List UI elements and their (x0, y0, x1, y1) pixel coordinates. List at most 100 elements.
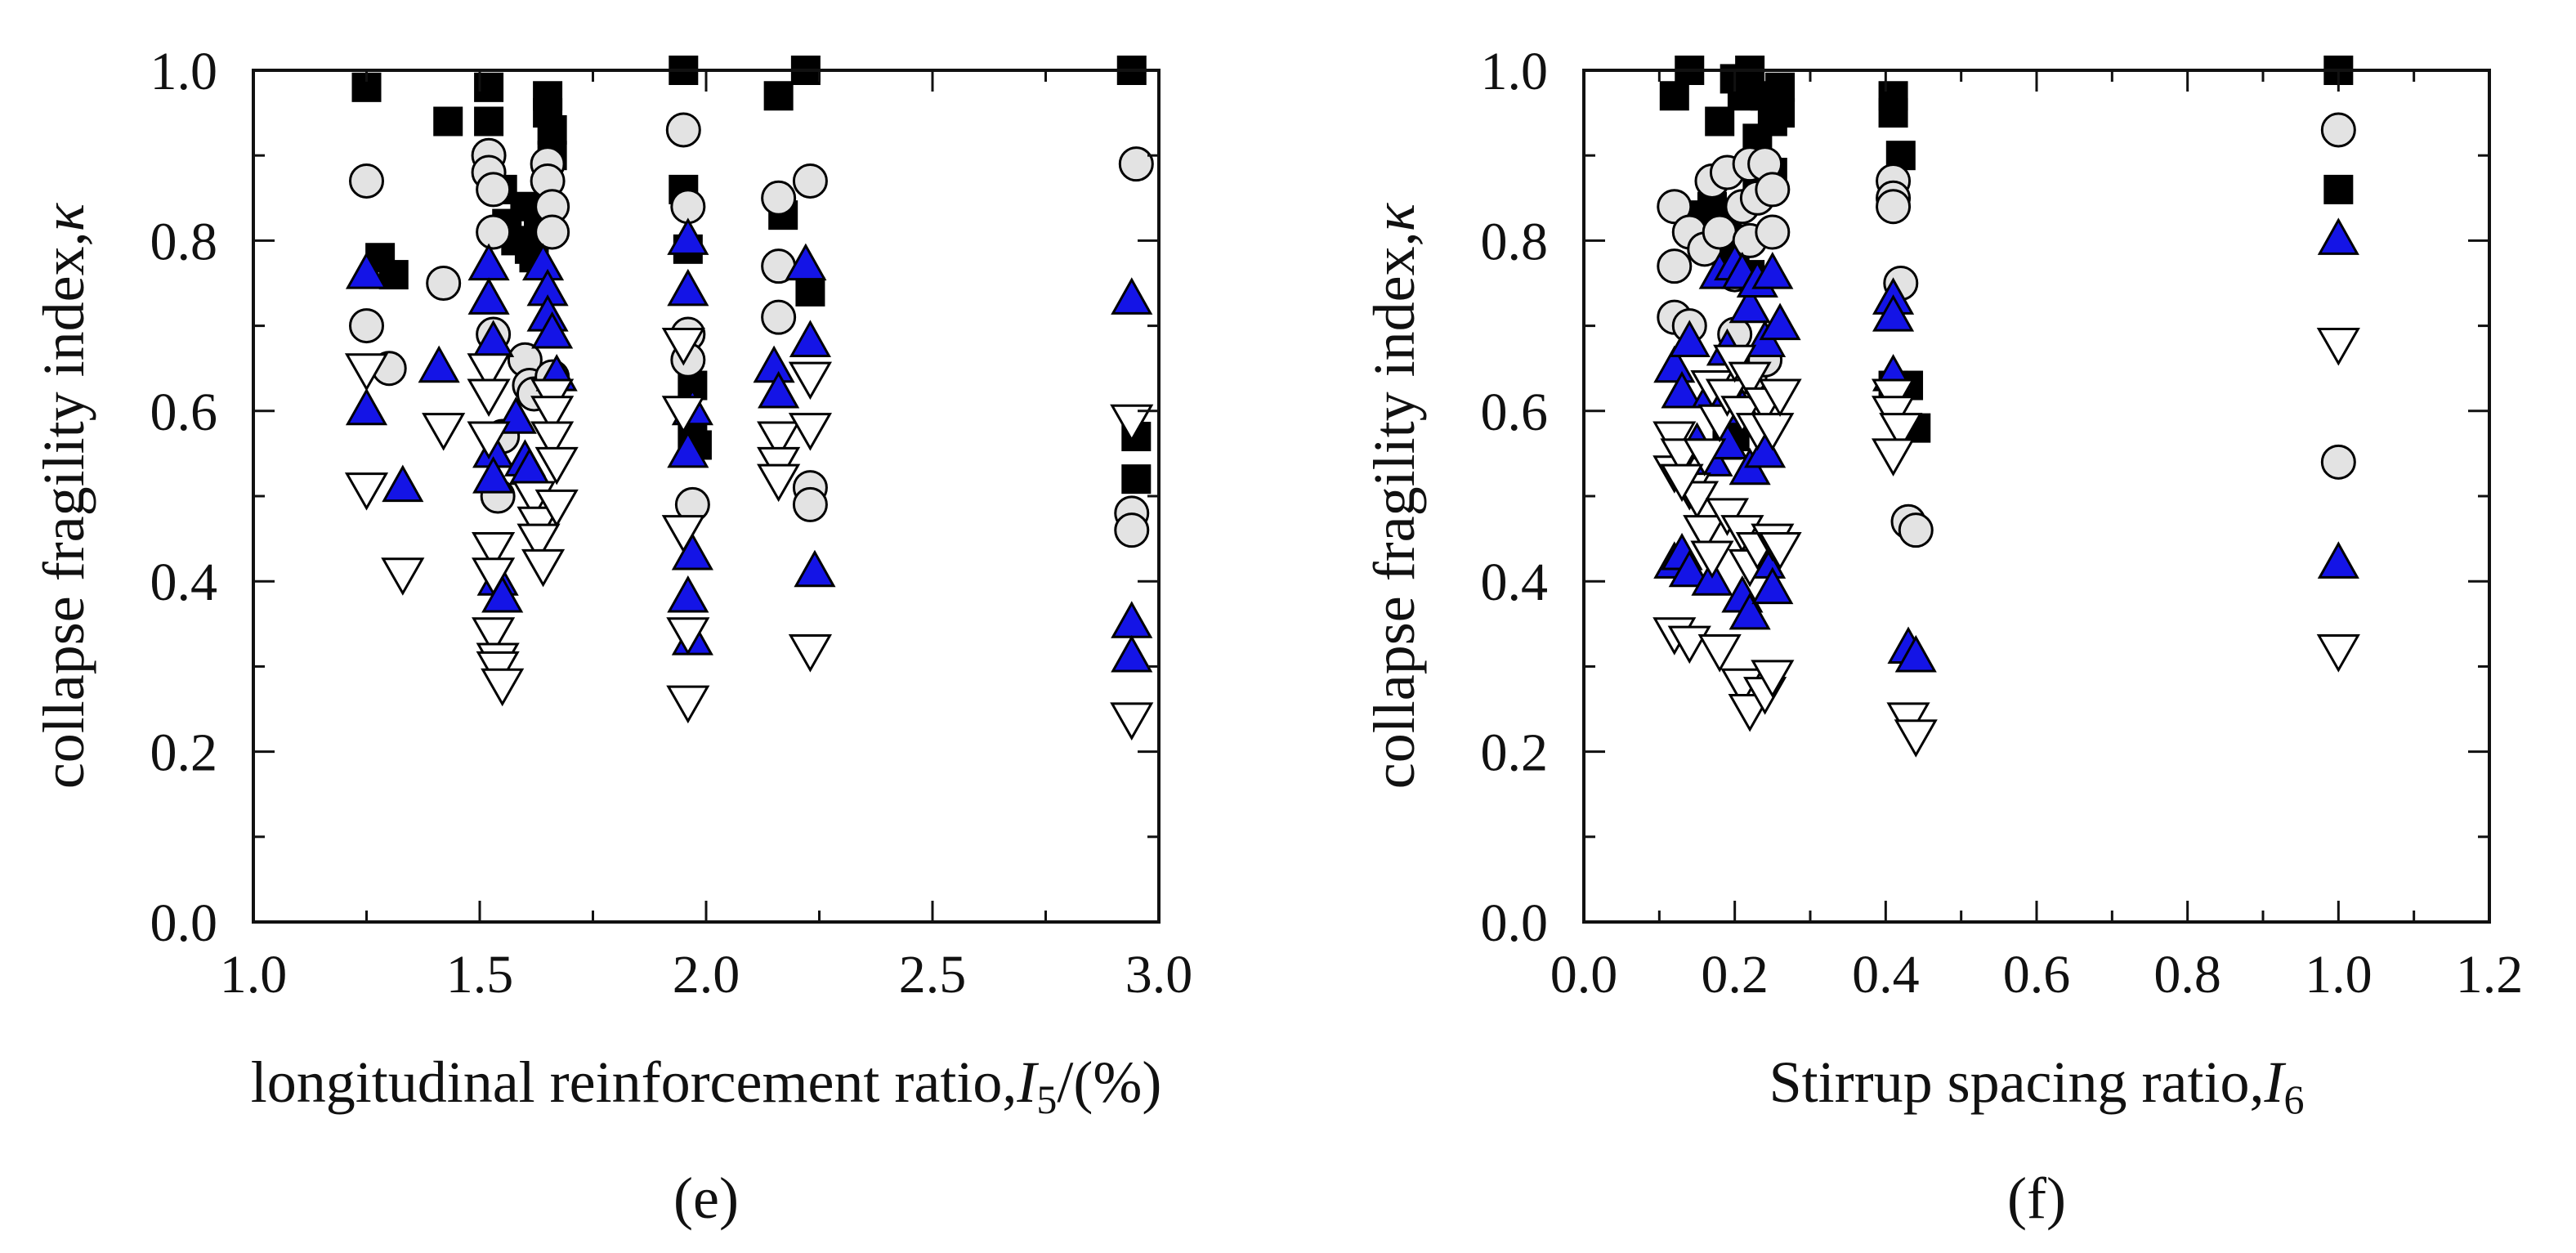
chart-f-point-triangle (1661, 370, 1703, 409)
chart-e-point-triangle-down (467, 378, 511, 417)
chart-e-marks (344, 56, 1154, 741)
chart-e-point-triangle (418, 345, 460, 383)
chart-f-point-square (1878, 98, 1908, 128)
chart-e-point-triangle (667, 217, 709, 255)
chart-e-point-triangle-down (788, 413, 833, 451)
chart-f-point-triangle-down (1894, 719, 1938, 758)
chart-e-xlabel: longitudinal reinforcement ratio,I5/(%) (251, 1049, 1162, 1122)
chart-e-point-triangle (667, 268, 709, 307)
chart-f-point-square (1705, 106, 1735, 136)
chart-f-point-circle (1657, 189, 1693, 225)
chart-e-point-triangle-down (661, 396, 705, 434)
chart-e-point-triangle-down (344, 353, 389, 392)
chart-f-point-triangle (1751, 252, 1794, 289)
chart-e-point-circle (761, 299, 797, 335)
chart-f-ytick-label: 0.8 (1481, 212, 1549, 271)
chart-f-point-triangle (1872, 294, 1915, 332)
chart-f-axes-frame (1582, 69, 2491, 924)
chart-f-point-triangle-down (1683, 438, 1727, 477)
chart-e-point-triangle-down (467, 421, 511, 460)
chart-e-point-triangle-down (1110, 702, 1154, 741)
chart-f-point-triangle-down (1758, 532, 1802, 571)
chart-f-point-circle (1657, 248, 1693, 284)
chart-e-point-circle (761, 180, 797, 216)
chart-e-point-triangle-down (661, 515, 705, 553)
chart-e-point-triangle-down (666, 617, 710, 656)
chart-e-point-square (1121, 464, 1152, 494)
chart-f-point-triangle (1759, 302, 1801, 341)
chart-e-xtick-label: 3.0 (1125, 945, 1193, 1005)
chart-f-point-circle (1755, 214, 1791, 250)
chart-e-ytick-label: 0.4 (150, 553, 218, 612)
chart-e-ylabel: collapse fragility index,κ (31, 202, 96, 789)
chart-f-point-triangle (1744, 430, 1787, 468)
chart-f-xtick-label: 0.6 (2003, 945, 2071, 1005)
chart-e-xtick-label: 1.0 (220, 945, 288, 1005)
chart-e-point-circle (792, 163, 828, 199)
chart-f-point-triangle-down (1879, 413, 1923, 451)
chart-e-point-triangle (785, 243, 827, 281)
chart-f-point-triangle-down (1690, 540, 1734, 579)
chart-f: 0.0 0.2 0.4 0.6 0.8 1.0 1.20.00.20.40.60.81.0 … (1362, 42, 2523, 1231)
chart-e-point-circle (665, 112, 701, 148)
chart-f-point-triangle (1894, 634, 1937, 673)
chart-e-point-triangle-down (534, 489, 579, 528)
chart-f-point-square (1765, 98, 1796, 128)
chart-e-point-triangle-down (521, 548, 566, 588)
chart-f-point-triangle-down (1683, 515, 1727, 553)
chart-f-point-triangle (1729, 592, 1771, 630)
chart-f-point-circle (2320, 444, 2356, 480)
chart-f-xtick-label: 0.8 (2153, 945, 2221, 1005)
chart-e-ytick-label: 0.0 (150, 893, 218, 953)
chart-e-point-triangle-down (472, 532, 516, 571)
chart-f-xtick-label: 1.2 (2456, 945, 2524, 1005)
chart-e-point-circle (426, 266, 462, 301)
chart-f-panel-label: (f) (2007, 1166, 2066, 1231)
chart-e-point-triangle (345, 387, 388, 426)
chart-e-ytick-label: 0.8 (150, 212, 218, 271)
chart-e-point-square (795, 276, 825, 307)
chart-f-point-triangle (2317, 541, 2359, 579)
chart-e-ytick-label: 0.6 (150, 383, 218, 442)
chart-e-point-triangle (472, 456, 515, 494)
chart-e-point-triangle (789, 320, 831, 357)
chart-f-point-triangle (2317, 217, 2359, 255)
chart-f-point-triangle-down (2316, 634, 2360, 673)
chart-e-point-triangle-down (1110, 404, 1154, 443)
chart-e-point-triangle-down (534, 446, 579, 486)
chart-e-point-triangle (758, 370, 800, 409)
chart-f-marks (1652, 56, 2360, 758)
chart-e-point-triangle-down (530, 421, 575, 460)
chart-f-point-triangle (1668, 320, 1711, 357)
chart-e-point-triangle (794, 549, 836, 588)
chart-e-point-square (763, 81, 794, 111)
chart-e-point-square (433, 106, 463, 136)
chart-f-point-triangle-down (2316, 327, 2360, 366)
chart-f-ytick-label: 0.0 (1481, 893, 1549, 953)
chart-f-xtick-label: 0.0 (1550, 945, 1618, 1005)
chart-e-point-circle (1114, 512, 1150, 548)
chart-f-point-square (2323, 174, 2354, 204)
chart-e-point-triangle-down (661, 327, 705, 366)
chart-f-point-triangle-down (1758, 378, 1802, 417)
chart-e-point-triangle-down (472, 557, 516, 596)
chart-e-point-triangle (1111, 634, 1153, 673)
chart-e-point-circle (534, 214, 570, 250)
chart-e-point-triangle-down (757, 463, 801, 503)
chart-e-ytick-label: 0.2 (150, 723, 218, 783)
chart-e-point-square (537, 114, 567, 145)
chart-e-xtick-label: 2.0 (673, 945, 740, 1005)
chart-e-point-triangle (531, 311, 574, 349)
chart-e-point-triangle-down (517, 523, 561, 562)
chart-f-point-triangle-down (1697, 404, 1742, 443)
chart-f-ytick-label: 0.2 (1481, 723, 1549, 783)
chart-f-point-square (1659, 81, 1689, 111)
chart-e-point-triangle-down (530, 396, 575, 434)
chart-e-ytick-label: 1.0 (150, 42, 218, 101)
chart-f-point-triangle-down (1751, 413, 1795, 451)
chart-e-point-circle (476, 214, 512, 250)
chart-f-point-triangle-down (1871, 438, 1916, 477)
chart-f-xtick-label: 0.2 (1701, 945, 1769, 1005)
chart-f-point-triangle-down (1751, 660, 1795, 698)
